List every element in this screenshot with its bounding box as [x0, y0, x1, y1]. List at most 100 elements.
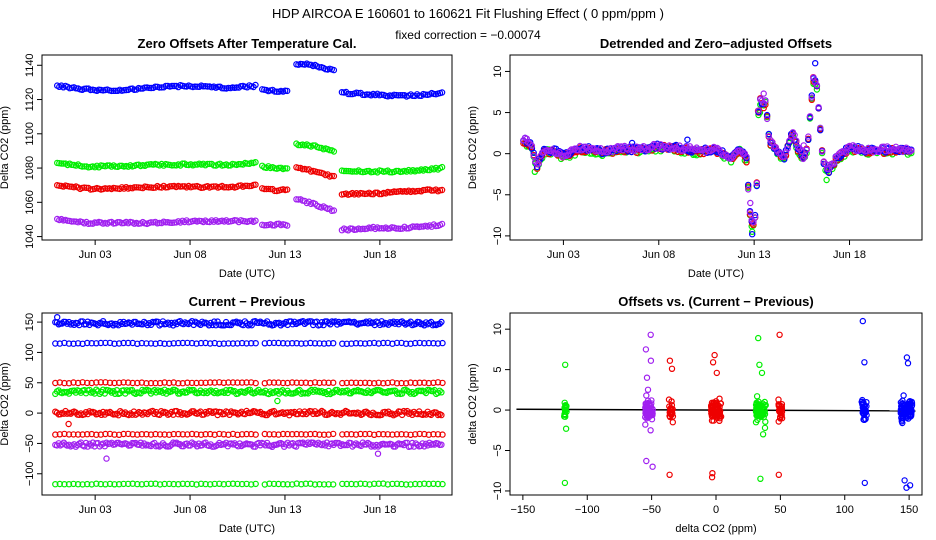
x-tick-label: Jun 18	[363, 504, 396, 516]
data-point-red	[438, 411, 445, 419]
data-point-red	[156, 431, 164, 438]
data-point-purple	[727, 155, 735, 162]
data-point-cluster	[753, 409, 760, 416]
data-point-green	[339, 480, 346, 488]
data-point-blue	[147, 340, 155, 347]
data-point-cluster	[562, 361, 569, 368]
data-point-cluster	[646, 412, 653, 419]
data-point-red	[289, 379, 296, 386]
data-point-red	[124, 379, 132, 386]
data-point-red	[320, 431, 328, 438]
data-point-blue	[115, 322, 122, 329]
data-point-blue	[436, 320, 443, 327]
data-point-purple	[614, 142, 622, 150]
data-point-red	[241, 182, 249, 189]
data-point-red	[247, 379, 255, 386]
data-point-red	[434, 379, 442, 386]
data-point-cluster	[716, 407, 724, 414]
y-tick-label: −10	[492, 482, 504, 501]
data-point-red	[229, 379, 237, 386]
data-point-red	[361, 379, 369, 386]
data-point-outlier	[274, 397, 281, 405]
y-axis-label: Delta CO2 (ppm)	[467, 106, 479, 189]
data-point-green	[106, 387, 114, 395]
data-point-red	[252, 431, 259, 438]
data-point-red	[263, 185, 270, 193]
data-point-red	[115, 379, 123, 386]
data-point-red	[247, 430, 255, 438]
data-point-blue	[204, 83, 211, 90]
data-point-cluster	[649, 463, 656, 470]
data-point-purple	[530, 152, 537, 160]
data-point-red	[421, 430, 428, 438]
data-point-cluster	[643, 457, 650, 465]
data-point-red	[438, 186, 446, 194]
data-point-red	[147, 431, 155, 438]
data-point-purple	[901, 146, 908, 153]
x-axis-label: Date (UTC)	[219, 523, 275, 535]
data-point-red	[352, 431, 360, 438]
data-point-cluster	[759, 431, 767, 438]
data-point-blue	[115, 340, 123, 347]
data-point-green	[436, 387, 443, 394]
data-point-blue	[765, 130, 773, 138]
y-tick-label: 5	[492, 367, 504, 373]
data-point-red	[216, 430, 223, 438]
data-point-blue	[380, 339, 387, 347]
data-point-purple	[403, 225, 410, 232]
data-point-blue	[530, 149, 537, 156]
data-point-red	[412, 379, 419, 387]
data-point-blue	[247, 340, 255, 347]
data-point-blue	[402, 340, 410, 347]
data-point-cluster	[761, 424, 769, 432]
data-point-cluster	[899, 397, 906, 404]
data-point-purple	[633, 143, 640, 150]
data-point-green	[352, 481, 360, 488]
data-point-green	[361, 480, 369, 488]
data-point-purple	[528, 142, 536, 149]
data-point-purple	[745, 186, 752, 193]
data-point-purple	[746, 209, 754, 216]
data-point-cluster	[757, 475, 764, 482]
plot-frame	[41, 54, 453, 241]
data-point-red	[66, 183, 73, 190]
data-point-blue	[273, 88, 280, 95]
data-point-cluster	[905, 400, 912, 407]
y-tick-label: −5	[492, 189, 504, 202]
data-point-blue	[216, 340, 223, 347]
data-point-red	[74, 431, 82, 438]
data-point-purple	[626, 143, 634, 150]
data-point-cluster	[647, 427, 654, 434]
data-point-purple	[760, 90, 767, 97]
data-point-blue	[345, 90, 352, 98]
data-point-cluster	[863, 399, 870, 406]
data-point-purple	[784, 145, 791, 152]
data-point-red	[416, 379, 423, 386]
data-point-green	[179, 160, 186, 167]
chart-panel-p2: Detrended and Zero−adjusted Offsets Date …	[467, 36, 923, 280]
data-point-green	[311, 481, 319, 488]
data-point-green	[165, 480, 173, 488]
data-point-red	[371, 380, 378, 387]
data-point-purple	[794, 143, 802, 151]
data-point-cluster	[715, 410, 722, 417]
data-point-cluster	[708, 404, 716, 411]
data-point-green	[134, 480, 141, 488]
panel-title: Zero Offsets After Temperature Cal.	[138, 36, 357, 51]
data-point-blue	[74, 340, 82, 347]
data-point-purple	[743, 153, 750, 160]
data-point-red	[238, 431, 246, 438]
data-point-red	[106, 430, 114, 438]
y-tick-label: 1140	[24, 53, 36, 77]
x-axis-label: Date (UTC)	[688, 268, 744, 280]
data-point-green	[81, 163, 88, 170]
data-point-purple	[618, 143, 625, 150]
plot-frame	[41, 312, 453, 496]
data-point-blue	[214, 318, 221, 325]
data-point-cluster	[666, 471, 673, 478]
data-point-red	[808, 96, 816, 104]
data-point-purple	[808, 94, 816, 101]
data-point-red	[65, 380, 73, 387]
data-point-red	[206, 379, 214, 386]
data-point-cluster	[904, 360, 912, 367]
